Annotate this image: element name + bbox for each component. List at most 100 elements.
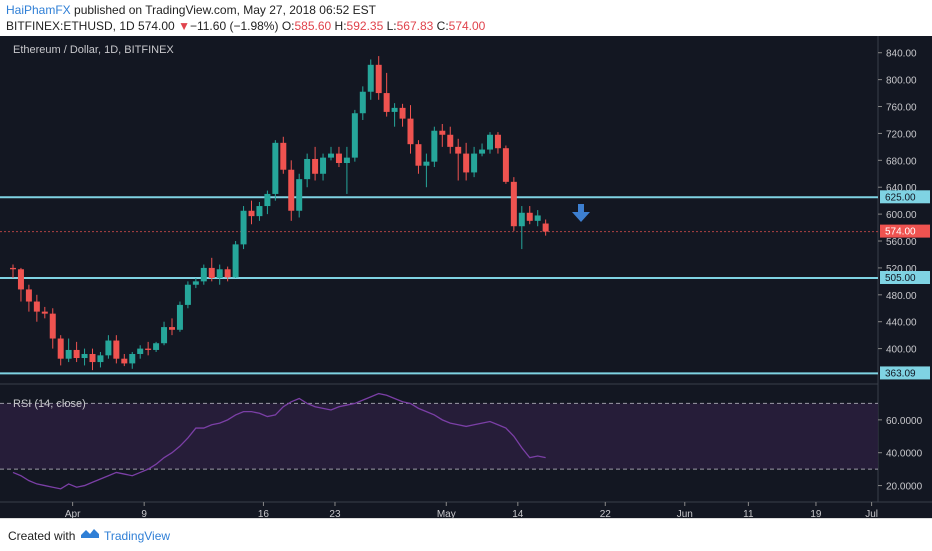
close-label: C: [436,19,449,33]
last-price-label: 574.00 [885,227,916,238]
price-chart[interactable]: Ethereum / Dollar, 1D, BITFINEX 400.00 44… [0,36,932,518]
candle-body [351,113,358,158]
ohlc-line: BITFINEX:ETHUSD, 1D 574.00 ▼−11.60 (−1.9… [6,19,485,33]
candle-body [439,130,446,135]
candle-body [518,212,525,227]
price-tick-label: 760.00 [886,103,917,114]
candle-body [407,118,414,145]
candle-body [224,269,231,278]
time-tick-label: 9 [141,509,147,518]
candle-body [328,153,334,158]
level-label: 363.09 [885,368,916,379]
candle-body [113,340,120,359]
down-arrow-icon [572,204,590,222]
rsi-tick-label: 20.0000 [886,482,923,493]
candle-body [137,348,144,354]
time-tick-label: Jun [677,509,693,518]
candle-body [248,210,255,217]
candle-series[interactable] [10,56,549,371]
candle-body [280,142,287,170]
candle-body [463,153,470,173]
price-change: −11.60 (−1.98%) [189,19,279,33]
candle-body [97,355,104,363]
candle-body [105,340,112,356]
candle-body [296,179,303,211]
candle-body [320,157,327,174]
rsi-axis[interactable]: 20.0000 40.0000 60.0000 [878,416,923,493]
candle-body [399,107,406,119]
rsi-label: RSI (14, close) [13,398,86,410]
candle-body [169,327,175,330]
price-tick-label: 800.00 [886,76,917,87]
candle-body [121,358,128,364]
candle-body [455,146,462,154]
candle-body [343,157,350,164]
time-tick-label: 19 [810,509,822,518]
candle-body [200,267,207,282]
level-label-box [880,271,930,285]
candle-body [41,311,48,314]
candle-body [335,153,342,164]
candle-body [494,134,501,149]
author-link[interactable]: HaiPhamFX [6,3,71,17]
candle-body [49,313,56,339]
candle-body [208,267,215,279]
time-axis[interactable]: Apr 9 16 23 May 14 22 Jun 11 19 Jul [65,502,878,518]
time-tick-label: 11 [743,509,754,518]
candle-body [526,212,533,221]
open-value: 585.60 [294,19,332,33]
candle-body [312,158,319,174]
price-tick-label: 480.00 [886,291,917,302]
tradingview-link[interactable]: TradingView [104,529,171,543]
publish-line: HaiPhamFX published on TradingView.com, … [6,3,376,17]
rsi-pane[interactable] [0,392,878,490]
change-arrow-icon: ▼ [178,19,190,33]
last-price-box [880,224,930,238]
candle-body [479,149,486,154]
candle-body [359,91,366,114]
candle-body [415,144,422,166]
time-tick-label: Jul [865,509,878,518]
symbol-label: BITFINEX:ETHUSD, 1D [6,19,135,33]
candle-body [57,338,64,359]
price-tick-label: 640.00 [886,183,917,194]
rsi-line [12,392,546,490]
price-tick-label: 400.00 [886,345,917,356]
level-label-box [880,190,930,204]
candle-body [304,158,311,180]
candle-body [192,281,199,285]
high-label: H: [334,19,347,33]
candle-body [145,348,152,350]
high-value: 592.35 [346,19,384,33]
candle-body [375,64,382,94]
candle-body [10,267,16,270]
candle-body [129,353,136,364]
rsi-tick-label: 40.0000 [886,449,923,460]
candle-body [73,349,80,359]
level-label: 625.00 [885,192,916,203]
level-lines[interactable] [0,196,878,375]
candle-body [471,153,478,173]
current-price: 574.00 [138,19,175,33]
rsi-tick-label: 60.0000 [886,416,923,427]
candle-body [264,193,271,207]
candle-body [81,353,88,359]
time-tick-label: Apr [65,509,81,518]
candle-body [161,327,168,344]
publish-info: published on TradingView.com, May 27, 20… [70,3,376,17]
candle-body [272,142,279,194]
close-value: 574.00 [448,19,486,33]
candle-body [367,64,374,92]
price-axis[interactable]: 400.00 440.00 480.00 520.00 560.00 600.00 640.… [878,49,930,380]
candle-body [240,210,247,245]
candle-body [502,148,509,182]
candle-body [232,244,239,278]
price-tick-label: 440.00 [886,318,917,329]
level-label-box [880,366,930,380]
price-tick-label: 680.00 [886,156,917,167]
low-label: L: [386,19,397,33]
candle-body [25,289,32,302]
level-label: 505.00 [885,273,916,284]
price-tick-label: 520.00 [886,264,917,275]
time-tick-label: 23 [329,509,341,518]
